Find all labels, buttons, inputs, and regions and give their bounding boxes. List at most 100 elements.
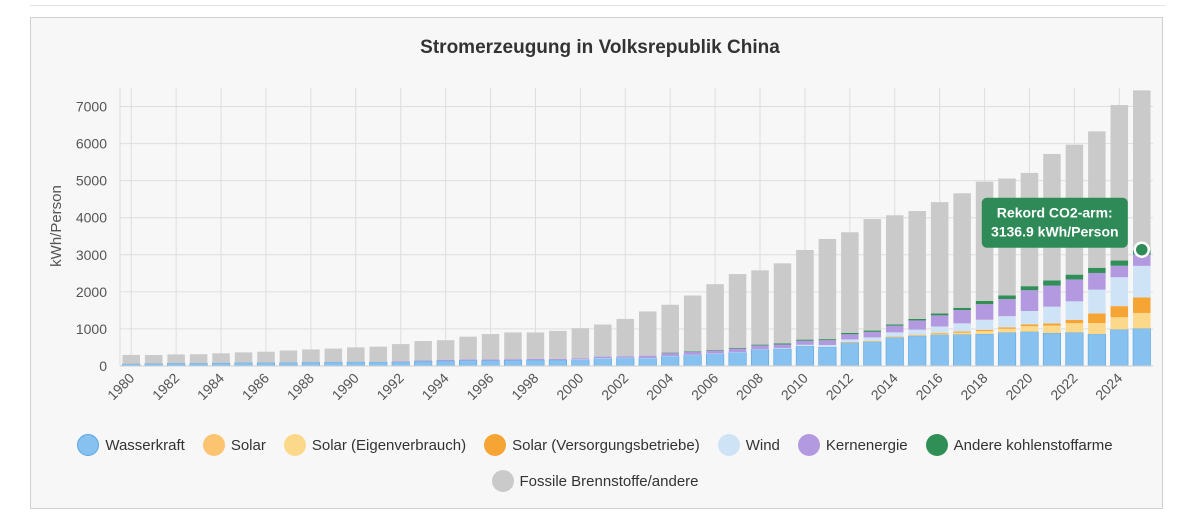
- bar-segment[interactable]: [638, 311, 657, 356]
- bar-segment[interactable]: [347, 347, 365, 362]
- bar-segment[interactable]: [369, 346, 388, 362]
- bar-segment[interactable]: [1110, 260, 1129, 266]
- bar-segment[interactable]: [773, 348, 792, 349]
- bar-segment[interactable]: [526, 359, 545, 367]
- legend-item[interactable]: Kernenergie: [797, 433, 908, 457]
- bar-segment[interactable]: [661, 304, 679, 353]
- bar-segment[interactable]: [1133, 297, 1151, 313]
- bar-segment[interactable]: [1132, 328, 1151, 367]
- bar-segment[interactable]: [1020, 324, 1039, 327]
- bar-segment[interactable]: [638, 357, 657, 367]
- legend-item[interactable]: Andere kohlenstoffarme: [925, 433, 1113, 457]
- bar-segment[interactable]: [751, 349, 769, 350]
- bar-segment[interactable]: [998, 327, 1016, 329]
- bar-segment[interactable]: [414, 341, 432, 361]
- bar-segment[interactable]: [706, 350, 724, 354]
- bar-segment[interactable]: [998, 328, 1016, 333]
- bar-segment[interactable]: [301, 361, 320, 367]
- bar-segment[interactable]: [930, 313, 949, 316]
- bar-segment[interactable]: [728, 347, 747, 349]
- bar-segment[interactable]: [593, 357, 612, 367]
- bar-segment[interactable]: [571, 359, 590, 367]
- bar-segment[interactable]: [841, 332, 859, 335]
- bar-segment[interactable]: [1087, 333, 1106, 367]
- bar-segment[interactable]: [818, 345, 837, 347]
- bar-segment[interactable]: [773, 263, 792, 344]
- bar-segment[interactable]: [1088, 267, 1106, 273]
- bar-segment[interactable]: [953, 310, 971, 324]
- bar-segment[interactable]: [1133, 265, 1151, 298]
- bar-segment[interactable]: [975, 319, 994, 330]
- bar-segment[interactable]: [683, 351, 702, 353]
- bar-segment[interactable]: [436, 359, 455, 361]
- bar-segment[interactable]: [661, 352, 679, 356]
- bar-segment[interactable]: [346, 361, 365, 367]
- bar-segment[interactable]: [773, 344, 792, 349]
- bar-segment[interactable]: [571, 328, 590, 359]
- legend-item[interactable]: Fossile Brennstoffe/andere: [491, 469, 699, 493]
- bar-segment[interactable]: [302, 349, 320, 363]
- bar-segment[interactable]: [594, 324, 612, 357]
- bar-segment[interactable]: [1110, 277, 1129, 307]
- bar-segment[interactable]: [885, 337, 904, 338]
- bar-segment[interactable]: [885, 325, 904, 333]
- bar-segment[interactable]: [683, 354, 702, 367]
- bar-segment[interactable]: [279, 350, 298, 363]
- bar-segment[interactable]: [1133, 312, 1151, 329]
- bar-segment[interactable]: [212, 353, 230, 364]
- bar-segment[interactable]: [616, 357, 635, 367]
- bar-segment[interactable]: [908, 211, 926, 319]
- bar-segment[interactable]: [975, 333, 994, 367]
- bar-segment[interactable]: [863, 331, 882, 338]
- bar-segment[interactable]: [571, 358, 590, 360]
- bar-segment[interactable]: [953, 307, 971, 311]
- bar-segment[interactable]: [728, 348, 747, 353]
- bar-segment[interactable]: [998, 299, 1016, 317]
- bar-segment[interactable]: [1043, 323, 1061, 326]
- legend-item[interactable]: Solar: [202, 433, 266, 457]
- bar-segment[interactable]: [661, 352, 679, 354]
- bar-segment[interactable]: [189, 354, 208, 364]
- bar-segment[interactable]: [391, 361, 410, 362]
- bar-segment[interactable]: [436, 340, 455, 360]
- bar-segment[interactable]: [1110, 265, 1129, 278]
- bar-segment[interactable]: [728, 352, 747, 353]
- bar-segment[interactable]: [683, 354, 702, 356]
- bar-segment[interactable]: [504, 359, 522, 361]
- bar-segment[interactable]: [594, 358, 612, 359]
- bar-segment[interactable]: [930, 332, 949, 334]
- bar-segment[interactable]: [1065, 274, 1084, 280]
- bar-segment[interactable]: [616, 356, 635, 358]
- bar-segment[interactable]: [706, 350, 724, 351]
- bar-segment[interactable]: [998, 316, 1016, 328]
- bar-segment[interactable]: [391, 361, 410, 367]
- bar-segment[interactable]: [728, 274, 747, 348]
- bar-segment[interactable]: [369, 361, 388, 367]
- bar-segment[interactable]: [234, 352, 253, 363]
- bar-segment[interactable]: [1043, 280, 1061, 286]
- bar-segment[interactable]: [975, 300, 994, 305]
- bar-segment[interactable]: [750, 349, 770, 367]
- bar-segment[interactable]: [751, 345, 769, 350]
- bar-segment[interactable]: [1020, 326, 1039, 332]
- bar-segment[interactable]: [1042, 332, 1062, 367]
- bar-segment[interactable]: [1020, 310, 1039, 325]
- bar-segment[interactable]: [436, 360, 455, 367]
- bar-segment[interactable]: [930, 334, 949, 367]
- bar-segment[interactable]: [773, 348, 792, 367]
- bar-segment[interactable]: [683, 351, 702, 355]
- bar-segment[interactable]: [885, 215, 904, 325]
- bar-segment[interactable]: [122, 354, 140, 364]
- bar-segment[interactable]: [863, 337, 882, 342]
- bar-segment[interactable]: [751, 270, 769, 345]
- bar-segment[interactable]: [728, 351, 747, 367]
- bar-segment[interactable]: [1065, 323, 1084, 333]
- bar-segment[interactable]: [279, 362, 298, 367]
- bar-segment[interactable]: [324, 361, 343, 367]
- bar-segment[interactable]: [930, 326, 949, 333]
- bar-segment[interactable]: [481, 359, 500, 361]
- bar-segment[interactable]: [885, 324, 904, 326]
- bar-segment[interactable]: [953, 334, 972, 367]
- bar-segment[interactable]: [997, 332, 1017, 367]
- bar-segment[interactable]: [796, 340, 814, 345]
